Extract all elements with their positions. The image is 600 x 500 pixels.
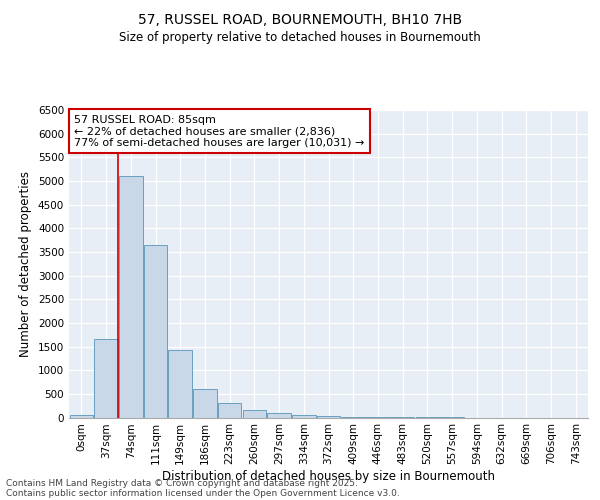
Bar [119,176,143,418]
Bar [292,414,316,418]
Text: 57, RUSSEL ROAD, BOURNEMOUTH, BH10 7HB: 57, RUSSEL ROAD, BOURNEMOUTH, BH10 7HB [138,12,462,26]
Bar [94,340,118,417]
Text: 57 RUSSEL ROAD: 85sqm
← 22% of detached houses are smaller (2,836)
77% of semi-d: 57 RUSSEL ROAD: 85sqm ← 22% of detached … [74,114,365,148]
Bar [144,245,167,418]
Bar [169,350,192,418]
X-axis label: Distribution of detached houses by size in Bournemouth: Distribution of detached houses by size … [162,470,495,483]
Text: Contains public sector information licensed under the Open Government Licence v3: Contains public sector information licen… [6,488,400,498]
Bar [242,410,266,418]
Y-axis label: Number of detached properties: Number of detached properties [19,171,32,357]
Text: Size of property relative to detached houses in Bournemouth: Size of property relative to detached ho… [119,31,481,44]
Bar [218,404,241,417]
Bar [317,416,340,418]
Bar [70,415,93,418]
Bar [268,413,291,418]
Text: Contains HM Land Registry data © Crown copyright and database right 2025.: Contains HM Land Registry data © Crown c… [6,478,358,488]
Bar [193,389,217,418]
